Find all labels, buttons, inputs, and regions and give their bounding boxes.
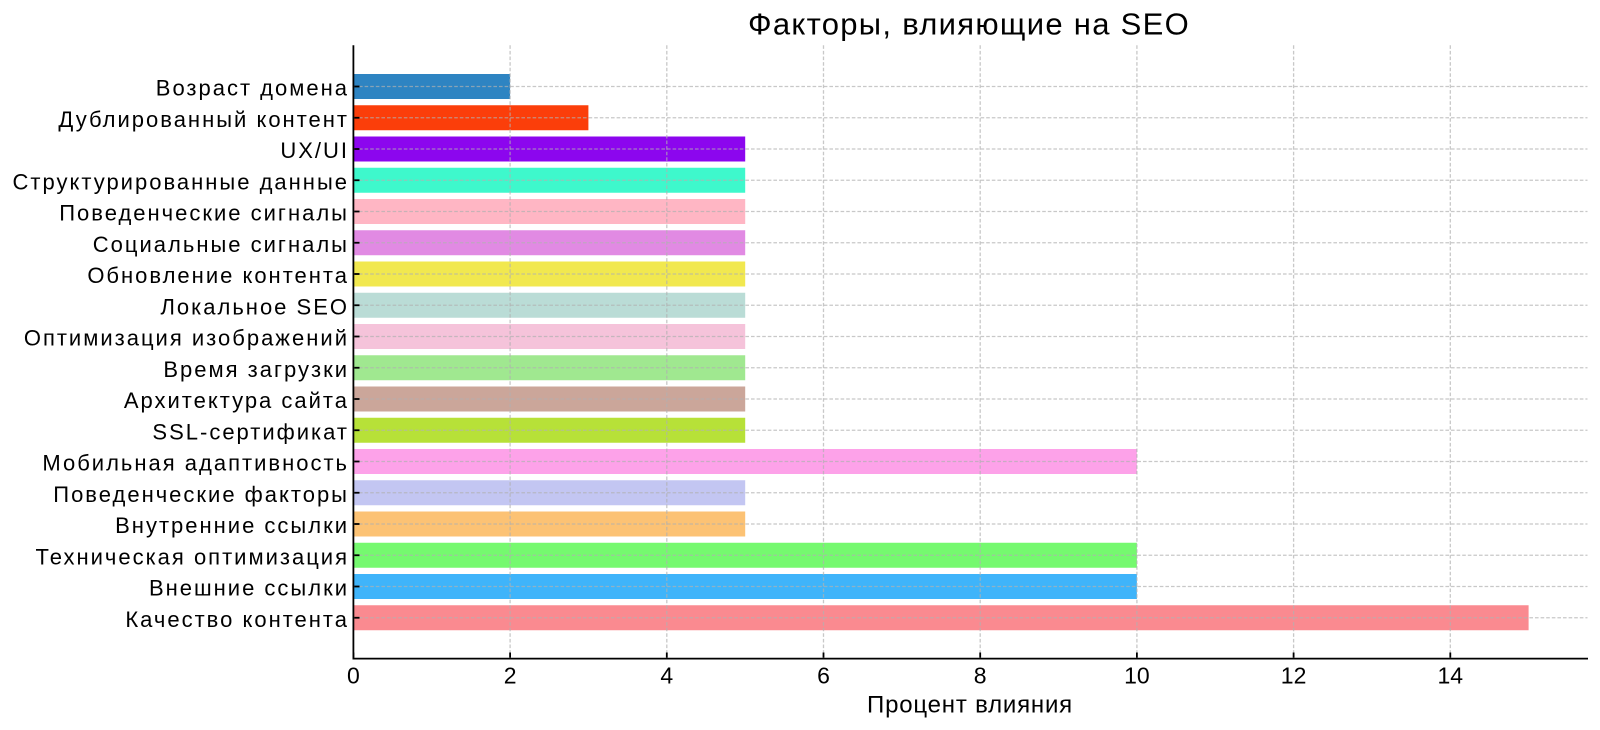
svg-text:Процент влияния: Процент влияния [867,692,1073,719]
svg-text:8: 8 [974,663,987,689]
svg-text:10: 10 [1124,663,1150,689]
svg-text:Поведенческие факторы: Поведенческие факторы [53,482,349,507]
svg-text:0: 0 [347,663,360,689]
svg-text:14: 14 [1438,663,1464,689]
svg-text:Качество контента: Качество контента [125,607,349,632]
svg-text:Поведенческие сигналы: Поведенческие сигналы [59,201,349,226]
svg-text:6: 6 [817,663,830,689]
svg-text:2: 2 [504,663,517,689]
svg-text:SSL-сертификат: SSL-сертификат [152,419,349,444]
svg-text:Техническая оптимизация: Техническая оптимизация [35,544,349,569]
svg-text:Локальное SEO: Локальное SEO [160,294,349,319]
svg-text:Архитектура сайта: Архитектура сайта [124,388,349,413]
svg-text:Возраст домена: Возраст домена [156,76,349,101]
svg-text:12: 12 [1281,663,1307,689]
svg-text:Внешние ссылки: Внешние ссылки [149,576,349,601]
svg-text:Структурированные данные: Структурированные данные [13,169,349,194]
svg-text:Время загрузки: Время загрузки [163,357,349,382]
svg-text:Социальные сигналы: Социальные сигналы [93,232,349,257]
svg-text:Внутренние ссылки: Внутренние ссылки [115,513,349,538]
svg-text:UX/UI: UX/UI [280,138,349,163]
svg-text:4: 4 [660,663,673,689]
svg-text:Мобильная адаптивность: Мобильная адаптивность [42,451,349,476]
svg-text:Обновление контента: Обновление контента [87,263,349,288]
svg-text:Факторы, влияющие на SEO: Факторы, влияющие на SEO [748,6,1190,41]
svg-text:Оптимизация изображений: Оптимизация изображений [24,326,349,351]
svg-text:Дублированный контент: Дублированный контент [58,107,349,132]
